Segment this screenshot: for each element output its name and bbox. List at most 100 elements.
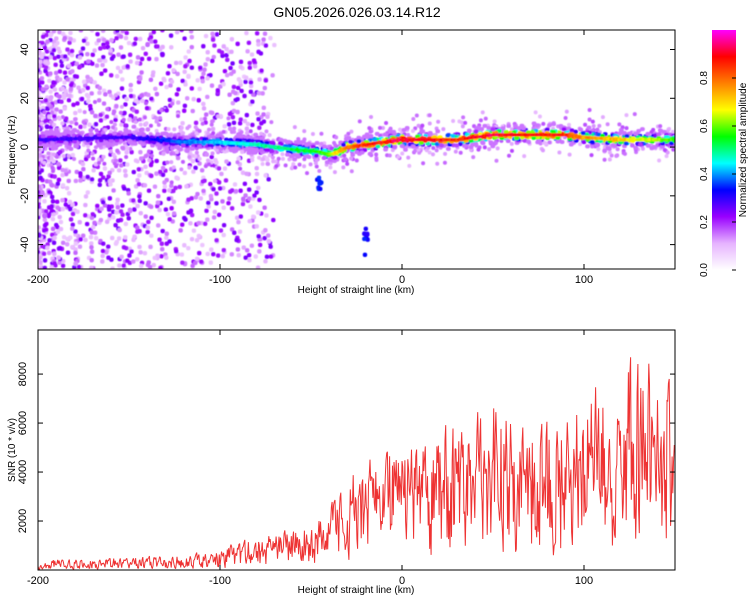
heatmap-cell — [638, 142, 643, 147]
heatmap-cell — [265, 114, 270, 119]
heatmap-cell — [142, 115, 147, 120]
heatmap-cell — [293, 165, 298, 170]
heatmap-cell — [490, 127, 496, 132]
heatmap-cell — [221, 247, 227, 253]
heatmap-cell — [257, 155, 262, 160]
heatmap-cell — [168, 33, 174, 38]
heatmap-cell — [214, 238, 219, 243]
heatmap-cell — [239, 88, 244, 94]
heatmap-cell — [55, 181, 61, 187]
heatmap-cell — [308, 162, 313, 167]
heatmap-cell — [500, 126, 506, 131]
heatmap-cell — [364, 135, 370, 140]
heatmap-cell — [68, 217, 74, 222]
heatmap-cell — [73, 241, 79, 246]
heatmap-cell — [235, 160, 240, 165]
x-tick-label: -100 — [209, 575, 231, 587]
heatmap-cell — [109, 73, 114, 78]
heatmap-cell — [200, 75, 205, 81]
heatmap-cell — [221, 205, 226, 210]
heatmap-cell — [466, 128, 472, 133]
heatmap-cell — [56, 177, 62, 183]
heatmap-cell — [160, 228, 165, 234]
heatmap-cell — [258, 51, 264, 56]
heatmap-cell — [189, 65, 195, 70]
heatmap-cell — [509, 141, 514, 146]
heatmap-cell — [215, 114, 220, 119]
heatmap-cell — [231, 108, 237, 114]
heatmap-cell — [101, 55, 106, 60]
heatmap-cell — [70, 61, 75, 67]
heatmap-cell — [209, 119, 214, 124]
heatmap-cell — [42, 223, 48, 228]
heatmap-cell — [346, 136, 352, 141]
heatmap-cell — [406, 155, 411, 160]
heatmap-cell — [69, 120, 74, 125]
heatmap-cell — [255, 111, 260, 116]
heatmap-cell — [559, 140, 565, 145]
heatmap-cell — [115, 149, 120, 154]
heatmap-cell — [68, 86, 74, 92]
heatmap-cell — [541, 121, 546, 126]
heatmap-cell — [142, 183, 148, 188]
heatmap-cell — [146, 219, 151, 225]
heatmap-cell — [254, 190, 259, 195]
heatmap-cell — [471, 155, 476, 160]
heatmap-cell — [271, 217, 276, 223]
heatmap-cell — [607, 150, 612, 155]
heatmap-cell — [126, 139, 132, 144]
heatmap-cell — [427, 121, 432, 126]
heatmap-cell — [161, 76, 166, 82]
heatmap-cell — [77, 55, 83, 60]
heatmap-cell — [157, 207, 162, 213]
heatmap-cell — [209, 154, 214, 160]
heatmap-cell — [313, 161, 318, 166]
heatmap-cell — [47, 238, 52, 243]
heatmap-cell — [399, 143, 405, 148]
heatmap-cell — [86, 154, 91, 159]
heatmap-cell — [119, 86, 125, 91]
heatmap-cell — [256, 185, 261, 191]
heatmap-cell — [578, 142, 583, 147]
y-tick-label: 2000 — [17, 509, 29, 533]
heatmap-cell — [119, 122, 124, 127]
heatmap-cell — [93, 122, 99, 127]
heatmap-cell — [263, 259, 268, 264]
heatmap-cell — [97, 178, 103, 183]
heatmap-cell — [132, 234, 137, 239]
heatmap-cell — [172, 127, 177, 132]
heatmap-cell — [111, 111, 116, 116]
heatmap-cell — [257, 77, 262, 82]
heatmap-cell — [568, 142, 574, 147]
heatmap-cell — [73, 144, 79, 149]
heatmap-cell — [334, 135, 339, 140]
heatmap-cell — [220, 253, 225, 259]
heatmap-cell — [66, 178, 71, 184]
heatmap-cell — [204, 152, 210, 157]
heatmap-cell — [171, 211, 177, 216]
heatmap-cell — [65, 250, 71, 255]
heatmap-cell — [52, 235, 57, 241]
heatmap-cell — [671, 147, 675, 152]
heatmap-cell — [180, 159, 185, 164]
heatmap-cell — [191, 169, 196, 174]
heatmap-cell — [143, 164, 148, 170]
heatmap-cell — [65, 126, 70, 131]
heatmap-cell — [143, 153, 149, 159]
heatmap-cell — [88, 128, 94, 133]
heatmap-cell — [486, 126, 492, 131]
heatmap-cell — [250, 122, 255, 128]
heatmap-cell — [182, 108, 187, 113]
heatmap-cell — [181, 131, 186, 136]
heatmap-cell — [112, 131, 117, 136]
heatmap-cell — [195, 78, 200, 83]
heatmap-cell — [253, 179, 259, 184]
heatmap-cell — [43, 143, 49, 148]
heatmap-cells — [38, 30, 675, 269]
heatmap-cell — [169, 180, 174, 185]
heatmap-cell — [237, 229, 243, 234]
heatmap-cell — [48, 128, 54, 133]
y-tick-label: 0 — [19, 144, 31, 150]
heatmap-cell — [60, 31, 66, 36]
heatmap-cell — [205, 217, 210, 222]
